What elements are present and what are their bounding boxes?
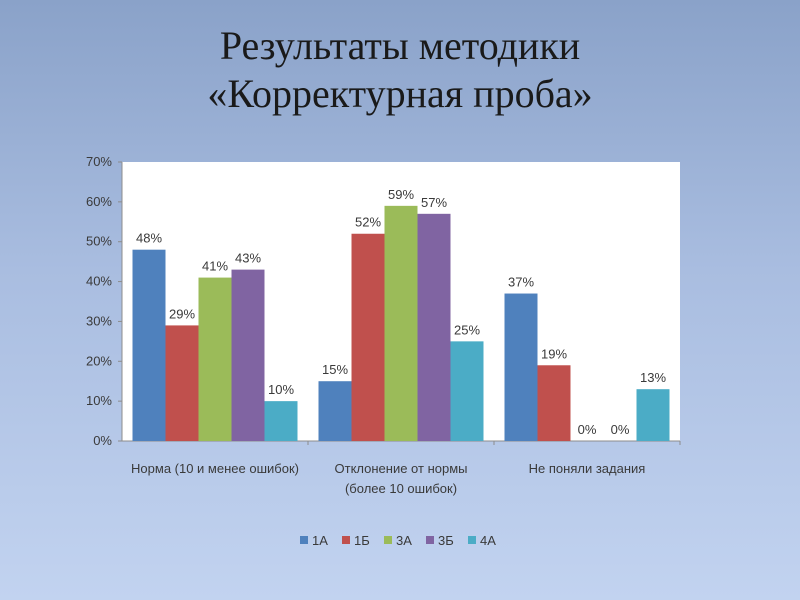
data-label: 48% (136, 231, 162, 246)
data-label: 37% (508, 275, 534, 290)
slide-title: Результаты методики «Корректурная проба» (0, 22, 800, 118)
y-tick-label: 70% (86, 154, 112, 169)
data-label: 13% (640, 370, 666, 385)
data-label: 15% (322, 362, 348, 377)
bar (384, 205, 418, 441)
bar (165, 325, 199, 441)
data-label: 57% (421, 195, 447, 210)
y-tick-label: 0% (93, 433, 112, 448)
bar (198, 277, 232, 441)
data-label: 59% (388, 187, 414, 202)
category-label: Отклонение от нормы (335, 461, 468, 476)
category-label: Норма (10 и менее ошибок) (131, 461, 299, 476)
bar (417, 213, 451, 441)
data-label: 10% (268, 382, 294, 397)
data-label: 19% (541, 346, 567, 361)
category-label: Не поняли задания (529, 461, 646, 476)
data-label: 52% (355, 215, 381, 230)
slide-title-line-1: Результаты методики (219, 23, 581, 68)
legend-swatch (300, 536, 308, 544)
legend-swatch (384, 536, 392, 544)
legend-label: 1А (312, 533, 328, 548)
y-tick-label: 10% (86, 393, 112, 408)
data-label: 41% (202, 259, 228, 274)
y-tick-label: 30% (86, 313, 112, 328)
legend-swatch (426, 536, 434, 544)
y-tick-label: 40% (86, 274, 112, 289)
y-tick-label: 60% (86, 194, 112, 209)
bar (504, 293, 538, 441)
legend-label: 1Б (354, 533, 370, 548)
bar (264, 401, 298, 441)
slide-title-line-2: «Корректурная проба» (207, 71, 593, 116)
y-tick-label: 50% (86, 234, 112, 249)
legend-label: 3А (396, 533, 412, 548)
bar (351, 233, 385, 441)
data-label: 29% (169, 306, 195, 321)
legend-swatch (342, 536, 350, 544)
y-tick-label: 20% (86, 353, 112, 368)
data-label: 0% (578, 422, 597, 437)
data-label: 0% (611, 422, 630, 437)
bar (537, 365, 571, 441)
legend-label: 3Б (438, 533, 454, 548)
bar (231, 269, 265, 441)
bar (450, 341, 484, 441)
legend-label: 4А (480, 533, 496, 548)
bar (318, 381, 352, 441)
data-label: 25% (454, 322, 480, 337)
data-label: 43% (235, 251, 261, 266)
category-label: (более 10 ошибок) (345, 481, 457, 496)
bar (636, 389, 670, 441)
legend-swatch (468, 536, 476, 544)
bar (132, 249, 166, 441)
